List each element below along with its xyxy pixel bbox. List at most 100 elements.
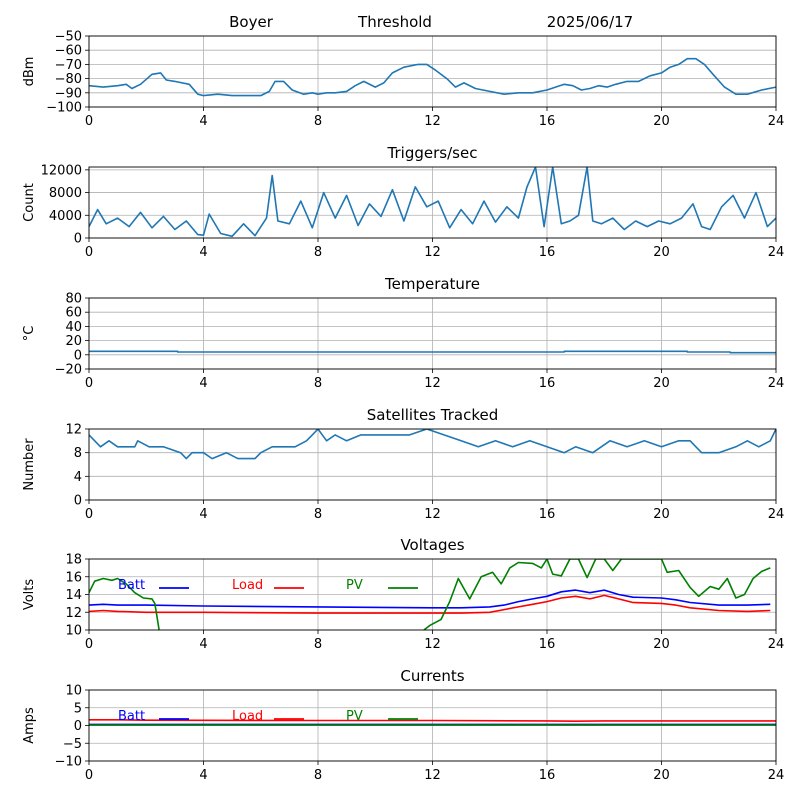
chart-3-xtick-label-0: 0 — [85, 507, 93, 522]
chart-1-xtick-label-5: 20 — [653, 245, 670, 260]
chart-5-xtick-label-3: 12 — [424, 768, 441, 783]
chart-panel-0: 0 4 8 12 16 20 24 −100−90−80−70−60−50 dBm — [22, 30, 784, 130]
chart-2-ytick-label-2: 20 — [65, 334, 82, 349]
chart-4-xtick-label-4: 16 — [539, 637, 556, 652]
chart-4-series-3 — [423, 559, 771, 630]
chart-0-xtick-label-2: 8 — [314, 114, 322, 129]
chart-4-legend-label-1: Load — [232, 578, 263, 593]
chart-4-xtick-label-6: 24 — [768, 637, 785, 652]
chart-5-ytick-label-4: 10 — [65, 684, 82, 699]
chart-0-xtick-label-3: 12 — [424, 114, 441, 129]
chart-1-xtick-label-4: 16 — [539, 245, 556, 260]
chart-4-legend-label-0: Batt — [118, 578, 145, 593]
chart-2-xtick-label-2: 8 — [314, 376, 322, 391]
chart-5-legend-label-2: PV — [346, 709, 363, 724]
chart-0-ytick-label-2: −80 — [55, 72, 82, 87]
chart-2-xtick-label-4: 16 — [539, 376, 556, 391]
chart-3-xtick-label-1: 4 — [199, 507, 207, 522]
chart-1-ytick-label-0: 0 — [74, 232, 82, 247]
chart-4-ytick-label-4: 18 — [65, 553, 82, 568]
chart-2-ytick-label-1: 0 — [74, 348, 82, 363]
chart-3-xtick-label-6: 24 — [768, 507, 785, 522]
chart-panel-5: 0 4 8 12 16 20 24 −10 −5 0 5 10 Amps Currents Batt Load… — [22, 667, 784, 783]
chart-0-ytick-label-1: −90 — [55, 86, 82, 101]
chart-1-ylabel: Count — [22, 183, 37, 222]
chart-3-ytick-label-2: 8 — [74, 446, 82, 461]
chart-3-ytick-label-1: 4 — [74, 470, 82, 485]
header-station: Boyer — [229, 13, 274, 31]
chart-5-ytick-label-1: −5 — [63, 737, 82, 752]
chart-2-title: Temperature — [384, 275, 480, 293]
chart-1-ytick-label-2: 8000 — [49, 186, 82, 201]
chart-0-series-0 — [89, 57, 776, 97]
chart-1-xtick-label-2: 8 — [314, 245, 322, 260]
chart-2-ytick-label-5: 80 — [65, 292, 82, 307]
chart-1-series-0 — [89, 167, 776, 238]
chart-2-xtick-label-5: 20 — [653, 376, 670, 391]
chart-0-ytick-label-5: −50 — [55, 30, 82, 45]
chart-5-ytick-label-3: 5 — [74, 701, 82, 716]
chart-2-ytick-label-4: 60 — [65, 306, 82, 321]
chart-4-xtick-label-3: 12 — [424, 637, 441, 652]
chart-2-xtick-label-0: 0 — [85, 376, 93, 391]
chart-0-xtick-label-4: 16 — [539, 114, 556, 129]
chart-panel-3: 0 4 8 12 16 20 24 0 4 8 12 Number Satellites Tracked — [22, 406, 784, 522]
chart-1-xtick-label-6: 24 — [768, 245, 785, 260]
chart-5-xtick-label-0: 0 — [85, 768, 93, 783]
chart-2-xtick-label-1: 4 — [199, 376, 207, 391]
chart-3-ytick-label-3: 12 — [65, 423, 82, 438]
chart-panel-1: 0 4 8 12 16 20 24 0 4000 8000 12000 Count Triggers/s… — [22, 144, 784, 260]
chart-5-xtick-label-4: 16 — [539, 768, 556, 783]
chart-5-legend-label-0: Batt — [118, 709, 145, 724]
chart-0-xtick-label-6: 24 — [768, 114, 785, 129]
chart-4-series-1 — [89, 594, 771, 614]
chart-2-xtick-label-6: 24 — [768, 376, 785, 391]
chart-5-xtick-label-1: 4 — [199, 768, 207, 783]
chart-5-series-1 — [89, 718, 776, 723]
chart-5-legend-label-1: Load — [232, 709, 263, 724]
chart-1-ytick-label-1: 4000 — [49, 209, 82, 224]
chart-panel-4: 0 4 8 12 16 20 24 10 12 14 16 18 Volts Voltages Batt Lo… — [22, 536, 784, 652]
chart-5-xtick-label-6: 24 — [768, 768, 785, 783]
chart-4-xtick-label-5: 20 — [653, 637, 670, 652]
chart-4-title: Voltages — [400, 536, 464, 554]
chart-2-series-0 — [89, 350, 776, 354]
chart-2-xtick-label-3: 12 — [424, 376, 441, 391]
chart-4-xtick-label-1: 4 — [199, 637, 207, 652]
chart-4-xtick-label-0: 0 — [85, 637, 93, 652]
header-date: 2025/06/17 — [547, 13, 633, 31]
chart-4-ytick-label-3: 16 — [65, 570, 82, 585]
chart-5-xtick-label-2: 8 — [314, 768, 322, 783]
chart-4-ytick-label-0: 10 — [65, 624, 82, 639]
chart-2-ytick-label-3: 40 — [65, 320, 82, 335]
chart-0-ytick-label-4: −60 — [55, 44, 82, 59]
chart-3-xtick-label-3: 12 — [424, 507, 441, 522]
chart-3-xtick-label-2: 8 — [314, 507, 322, 522]
chart-0-ylabel: dBm — [22, 57, 37, 87]
chart-0-xtick-label-1: 4 — [199, 114, 207, 129]
chart-4-series-2 — [89, 577, 160, 630]
chart-5-title: Currents — [400, 667, 464, 685]
chart-0-xtick-label-0: 0 — [85, 114, 93, 129]
chart-4-ylabel: Volts — [22, 579, 37, 611]
chart-3-series-0 — [89, 429, 776, 460]
chart-5-xtick-label-5: 20 — [653, 768, 670, 783]
chart-3-ylabel: Number — [22, 438, 37, 491]
chart-3-title: Satellites Tracked — [367, 406, 498, 424]
chart-0-ytick-label-0: −100 — [46, 101, 82, 116]
chart-1-xtick-label-3: 12 — [424, 245, 441, 260]
chart-2-ytick-label-0: −20 — [55, 363, 82, 378]
chart-1-xtick-label-1: 4 — [199, 245, 207, 260]
chart-0-xtick-label-5: 20 — [653, 114, 670, 129]
header-mode: Threshold — [357, 13, 432, 31]
chart-5-ytick-label-2: 0 — [74, 719, 82, 734]
chart-3-ytick-label-0: 0 — [74, 494, 82, 509]
chart-4-series-0 — [89, 589, 771, 609]
chart-4-legend-label-2: PV — [346, 578, 363, 593]
chart-4-xtick-label-2: 8 — [314, 637, 322, 652]
chart-5-ylabel: Amps — [22, 707, 37, 744]
chart-1-ytick-label-3: 12000 — [41, 163, 82, 178]
chart-2-ylabel: °C — [22, 326, 37, 342]
chart-4-ytick-label-1: 12 — [65, 606, 82, 621]
